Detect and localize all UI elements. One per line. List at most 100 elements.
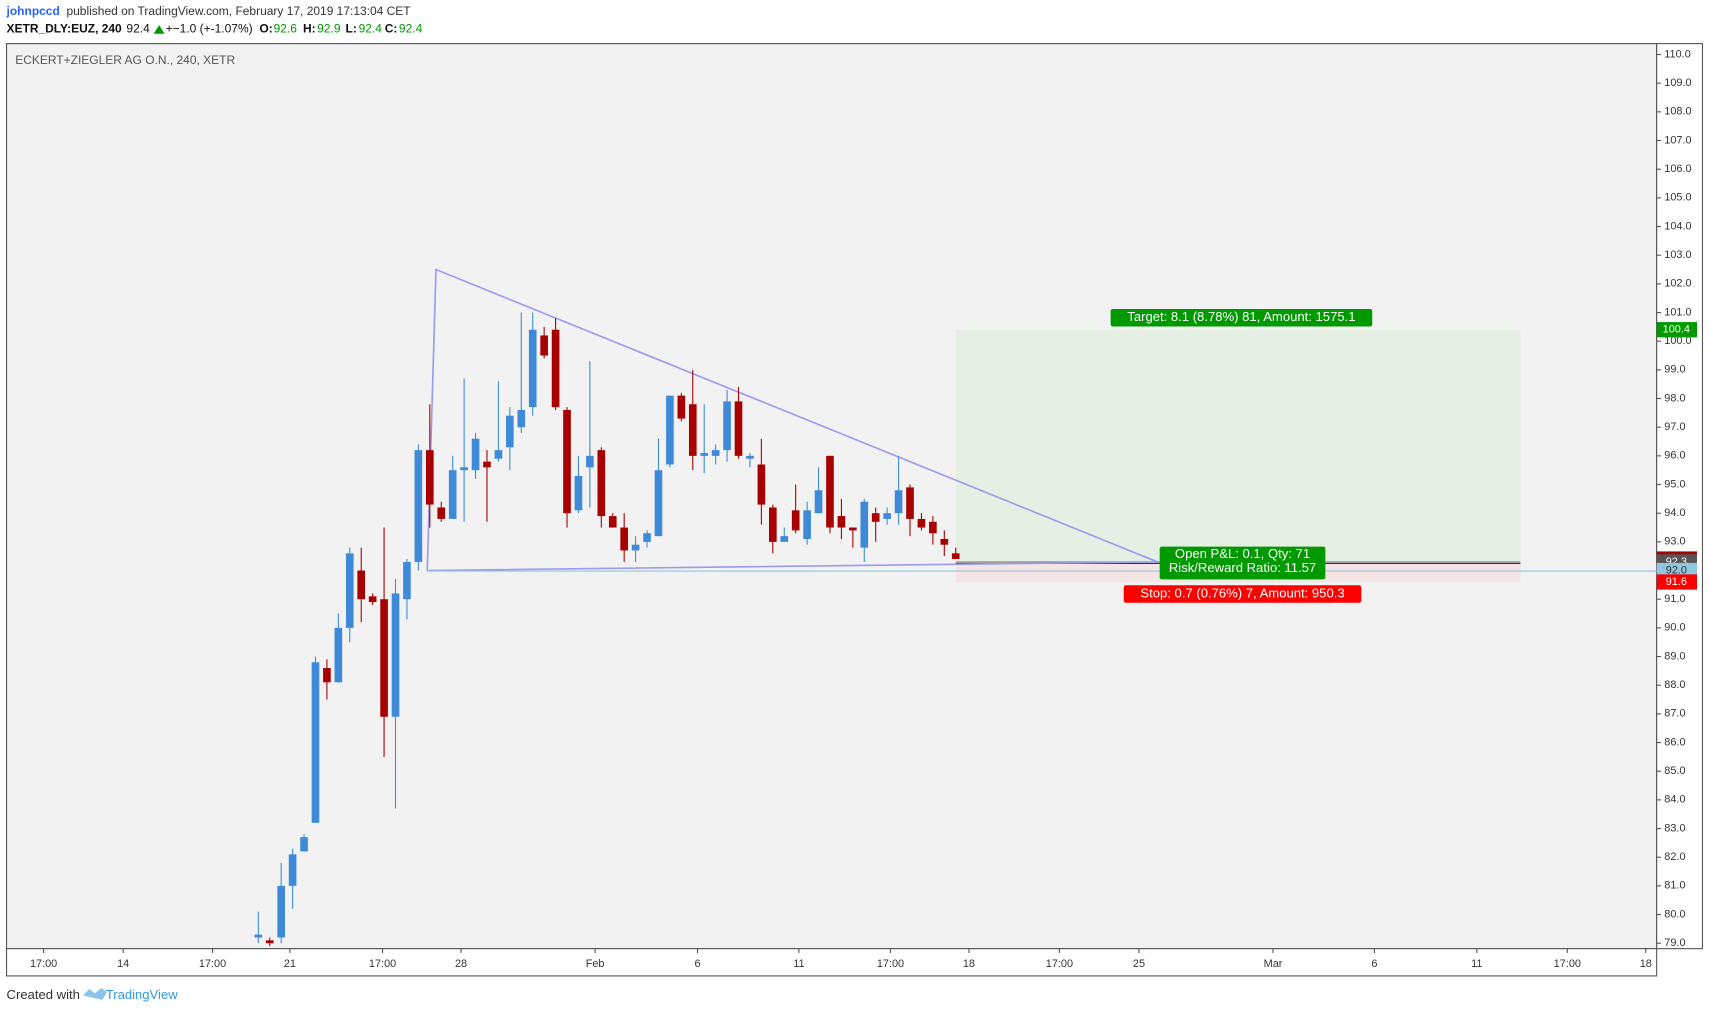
candle-body bbox=[265, 940, 274, 944]
candle-body bbox=[391, 593, 400, 717]
x-tick-label: 6 bbox=[695, 958, 701, 970]
y-tick-label: 101.0 bbox=[1664, 306, 1691, 318]
candle-body bbox=[723, 401, 731, 451]
x-tick-label: 6 bbox=[1371, 958, 1377, 970]
candle-body bbox=[300, 837, 308, 852]
y-tick-label: 94.0 bbox=[1664, 507, 1685, 519]
candle-body bbox=[631, 544, 640, 551]
author[interactable]: johnpccd bbox=[6, 4, 60, 18]
y-tick-label: 88.0 bbox=[1664, 679, 1685, 691]
candle-body bbox=[746, 455, 754, 459]
candle-body bbox=[883, 513, 891, 519]
candle-body bbox=[368, 596, 377, 603]
candle-body bbox=[254, 934, 263, 938]
price-label: 92.0 bbox=[1666, 564, 1687, 576]
y-tick-label: 110.0 bbox=[1664, 48, 1690, 60]
published: published on TradingView.com, February 1… bbox=[66, 4, 411, 18]
target-label-bg bbox=[1110, 309, 1373, 327]
price-label-bg bbox=[1656, 562, 1698, 579]
candle-body bbox=[608, 516, 617, 528]
target-zone bbox=[955, 329, 1521, 562]
y-tick-label: 91.0 bbox=[1664, 593, 1685, 605]
candle-body bbox=[654, 470, 663, 537]
rr-label: Risk/Reward Ratio: 11.57 bbox=[1169, 560, 1316, 575]
x-tick-label: 17:00 bbox=[30, 958, 57, 970]
candle-body bbox=[448, 470, 457, 519]
candle-body bbox=[597, 450, 606, 517]
candle-body bbox=[403, 561, 411, 600]
x-tick-label: 17:00 bbox=[199, 958, 226, 970]
y-tick-label: 96.0 bbox=[1664, 450, 1685, 462]
candle-body bbox=[894, 490, 903, 514]
y-tick-label: 83.0 bbox=[1664, 822, 1685, 834]
header-c-label: C: bbox=[385, 22, 398, 36]
candle-body bbox=[494, 450, 503, 459]
header-c: 92.4 bbox=[399, 22, 423, 36]
header-h: 92.9 bbox=[317, 22, 341, 36]
price-label-bg bbox=[1656, 322, 1698, 338]
candle-body bbox=[528, 329, 537, 408]
x-tick-label: 17:00 bbox=[877, 958, 904, 970]
y-tick-label: 105.0 bbox=[1664, 192, 1691, 204]
candle-body bbox=[677, 395, 686, 419]
candle-body bbox=[506, 415, 514, 448]
price-label-bg bbox=[1656, 574, 1698, 590]
x-tick-label: Mar bbox=[1264, 958, 1283, 970]
x-tick-label: 28 bbox=[455, 958, 467, 970]
candle-body bbox=[700, 452, 709, 456]
candle-body bbox=[288, 854, 297, 886]
y-tick-label: 93.0 bbox=[1664, 536, 1685, 548]
stop-label: Stop: 0.7 (0.76%) 7, Amount: 950.3 bbox=[1140, 585, 1344, 600]
pnl-label: Open P&L: 0.1, Qty: 71 bbox=[1175, 546, 1310, 561]
target-label: Target: 8.1 (8.78%) 81, Amount: 1575.1 bbox=[1127, 309, 1355, 324]
candle-body bbox=[357, 570, 366, 600]
x-tick-label: 17:00 bbox=[1046, 958, 1073, 970]
candle-body bbox=[311, 662, 320, 823]
y-tick-label: 90.0 bbox=[1664, 622, 1685, 634]
up-arrow bbox=[153, 25, 165, 34]
x-tick-label: 21 bbox=[284, 958, 296, 970]
candle-body bbox=[551, 329, 560, 408]
x-tick-label: 18 bbox=[1640, 958, 1652, 970]
y-tick-label: 108.0 bbox=[1664, 106, 1691, 118]
y-tick-label: 104.0 bbox=[1664, 220, 1691, 232]
x-tick-label: 11 bbox=[793, 958, 804, 970]
header-l-label: L: bbox=[346, 22, 357, 36]
header-change: +−1.0 (+-1.07%) bbox=[166, 22, 253, 36]
y-tick-label: 107.0 bbox=[1664, 134, 1691, 146]
candle-body bbox=[837, 516, 846, 528]
header-l: 92.4 bbox=[359, 22, 383, 36]
footer-brand[interactable]: TradingView bbox=[106, 987, 179, 1002]
price-axis bbox=[1656, 43, 1704, 950]
y-tick-label: 100.0 bbox=[1664, 335, 1691, 347]
candle-body bbox=[666, 395, 674, 465]
y-tick-label: 97.0 bbox=[1664, 421, 1685, 433]
candle-body bbox=[586, 455, 594, 468]
candle-body bbox=[437, 507, 446, 519]
y-tick-label: 79.0 bbox=[1664, 937, 1685, 949]
time-axis bbox=[5, 948, 1658, 977]
x-tick-label: 11 bbox=[1471, 958, 1482, 970]
candle-body bbox=[643, 533, 651, 542]
x-tick-label: 14 bbox=[117, 958, 129, 970]
candle-body bbox=[711, 450, 720, 456]
candle-body bbox=[471, 438, 480, 471]
candle-body bbox=[940, 538, 949, 545]
y-tick-label: 82.0 bbox=[1664, 851, 1685, 863]
candle-body bbox=[951, 553, 960, 560]
price-label: 100.4 bbox=[1663, 324, 1690, 336]
candle-body bbox=[803, 510, 811, 539]
price-label: 91.6 bbox=[1666, 576, 1687, 588]
y-tick-label: 106.0 bbox=[1664, 163, 1691, 175]
y-tick-label: 109.0 bbox=[1664, 77, 1691, 89]
y-tick-label: 103.0 bbox=[1664, 249, 1691, 261]
candle-body bbox=[860, 501, 869, 548]
candle-body bbox=[334, 627, 343, 683]
candle-body bbox=[620, 527, 628, 551]
y-tick-label: 89.0 bbox=[1664, 650, 1685, 662]
candle-body bbox=[826, 455, 834, 528]
header-symbol: XETR_DLY:EUZ, 240 bbox=[7, 22, 123, 36]
candle-body bbox=[768, 507, 777, 542]
header-last: 92.4 bbox=[126, 22, 150, 36]
